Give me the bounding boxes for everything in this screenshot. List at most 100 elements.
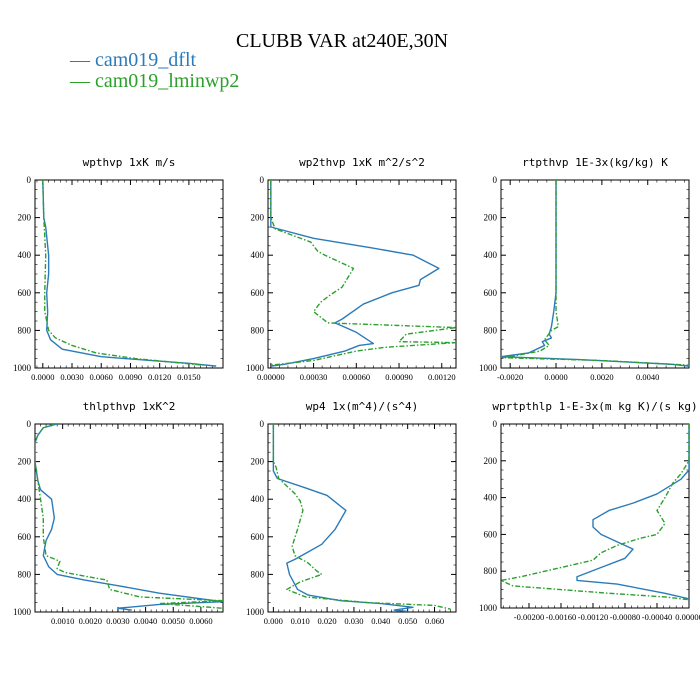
y-tick-label: 1000 (246, 607, 265, 617)
x-tick-label: 0.0150 (177, 372, 200, 382)
x-tick-label: 0.030 (344, 616, 363, 626)
legend-label-dflt: cam019_dflt (95, 49, 197, 71)
series-line-lminwp2 (42, 180, 204, 366)
y-tick-label: 800 (251, 325, 265, 335)
series-line-lminwp2 (501, 180, 689, 366)
x-tick-label: 0.00120 (428, 372, 456, 382)
legend-item-lminwp2: — cam019_lminwp2 (70, 71, 239, 92)
chart-panel-4: thlpthvp 1xK^2 0 200 400 600 800 1000 0.0010 0.0… (13, 400, 224, 626)
y-tick-label: 800 (484, 566, 498, 576)
y-tick-label: 200 (484, 213, 498, 223)
y-tick-label: 200 (251, 213, 265, 223)
x-tick-label: 0.0000 (544, 372, 567, 382)
x-tick-label: 0.0040 (134, 616, 157, 626)
series-line-dflt (270, 180, 440, 367)
plot-frame (34, 423, 224, 613)
y-tick-label: 1000 (479, 603, 498, 613)
y-tick-label: 200 (18, 213, 32, 223)
y-tick-label: 0 (27, 175, 32, 185)
series-line-lminwp2 (501, 424, 689, 601)
y-tick-label: 0 (493, 419, 498, 429)
legend: — cam019_dflt — cam019_lminwp2 (70, 50, 239, 92)
y-tick-label: 600 (484, 288, 498, 298)
x-tick-label: 0.040 (371, 616, 390, 626)
x-tick-label: -0.00040 (642, 612, 672, 622)
x-tick-label: 0.0000 (31, 372, 54, 382)
x-tick-label: 0.060 (425, 616, 444, 626)
series-line-dflt (42, 180, 217, 367)
chart-title: wp4 1x(m^4)/(s^4) (306, 400, 419, 413)
x-tick-label: 0.0060 (189, 616, 212, 626)
y-tick-label: 0 (27, 419, 32, 429)
y-tick-label: 600 (251, 288, 265, 298)
y-tick-label: 600 (18, 288, 32, 298)
x-tick-label: 0.020 (318, 616, 337, 626)
series-line-lminwp2 (35, 424, 223, 609)
y-tick-label: 1000 (246, 363, 265, 373)
x-tick-label: 0.000 (264, 616, 283, 626)
x-tick-label: 0.010 (291, 616, 310, 626)
y-tick-label: 400 (18, 250, 32, 260)
x-tick-label: 0.0090 (119, 372, 142, 382)
y-tick-label: 400 (251, 250, 265, 260)
y-tick-label: 400 (251, 494, 265, 504)
series-line-dflt (501, 180, 689, 367)
legend-dash: — (70, 70, 95, 92)
x-tick-label: 0.0020 (79, 616, 102, 626)
series-line-dflt (576, 424, 689, 600)
y-tick-label: 200 (251, 457, 265, 467)
x-tick-label: 0.0020 (590, 372, 613, 382)
x-tick-label: 0.00060 (342, 372, 370, 382)
header-title: CLUBB VAR at240E,30N (236, 30, 449, 52)
chart-panel-6: wprtpthlp 1-E-3x(m kg K)/(s kg) 0 200 400 60… (479, 400, 700, 622)
y-tick-label: 200 (484, 456, 498, 466)
y-tick-label: 1000 (13, 607, 32, 617)
y-tick-label: 800 (18, 569, 32, 579)
y-tick-label: 600 (251, 532, 265, 542)
y-tick-label: 400 (18, 494, 32, 504)
y-tick-label: 600 (18, 532, 32, 542)
y-tick-label: 0 (493, 175, 498, 185)
series-line-lminwp2 (270, 180, 456, 366)
x-tick-label: 0.00000 (675, 612, 700, 622)
chart-title: wprtpthlp 1-E-3x(m kg K)/(s kg) (492, 400, 697, 413)
y-tick-label: 1000 (479, 363, 498, 373)
y-tick-label: 400 (484, 493, 498, 503)
y-tick-label: 800 (18, 325, 32, 335)
x-tick-label: 0.0060 (90, 372, 113, 382)
y-tick-label: 0 (260, 419, 265, 429)
legend-item-dflt: — cam019_dflt (70, 50, 239, 71)
x-tick-label: -0.00200 (514, 612, 544, 622)
x-tick-label: 0.0010 (51, 616, 74, 626)
legend-dash: — (70, 49, 95, 71)
x-tick-label: 0.050 (398, 616, 417, 626)
chart-panel-3: rtpthvp 1E-3x(kg/kg) K 0 200 400 600 800 1000-… (479, 156, 690, 382)
series-line-lminwp2 (272, 424, 451, 610)
x-tick-label: 0.0030 (106, 616, 129, 626)
x-tick-label: -0.00160 (546, 612, 576, 622)
y-tick-label: 1000 (13, 363, 32, 373)
y-tick-label: 200 (18, 457, 32, 467)
x-tick-label: -0.0020 (497, 372, 523, 382)
x-tick-label: 0.00090 (385, 372, 413, 382)
chart-title: thlpthvp 1xK^2 (83, 400, 176, 413)
x-tick-label: -0.00120 (578, 612, 608, 622)
y-tick-label: 800 (251, 569, 265, 579)
plot-frame (500, 179, 690, 369)
series-line-dflt (272, 424, 414, 612)
x-tick-label: -0.00080 (610, 612, 640, 622)
y-tick-label: 800 (484, 325, 498, 335)
y-tick-label: 0 (260, 175, 265, 185)
x-tick-label: 0.0120 (148, 372, 171, 382)
plot-frame (267, 179, 457, 369)
chart-title: wp2thvp 1xK m^2/s^2 (299, 156, 425, 169)
chart-title: wpthvp 1xK m/s (83, 156, 176, 169)
chart-panel-2: wp2thvp 1xK m^2/s^2020040060080010000.00… (246, 156, 457, 382)
y-tick-label: 400 (484, 250, 498, 260)
x-tick-label: 0.00030 (300, 372, 328, 382)
x-tick-label: 0.00000 (257, 372, 285, 382)
series-line-dflt (35, 424, 223, 611)
